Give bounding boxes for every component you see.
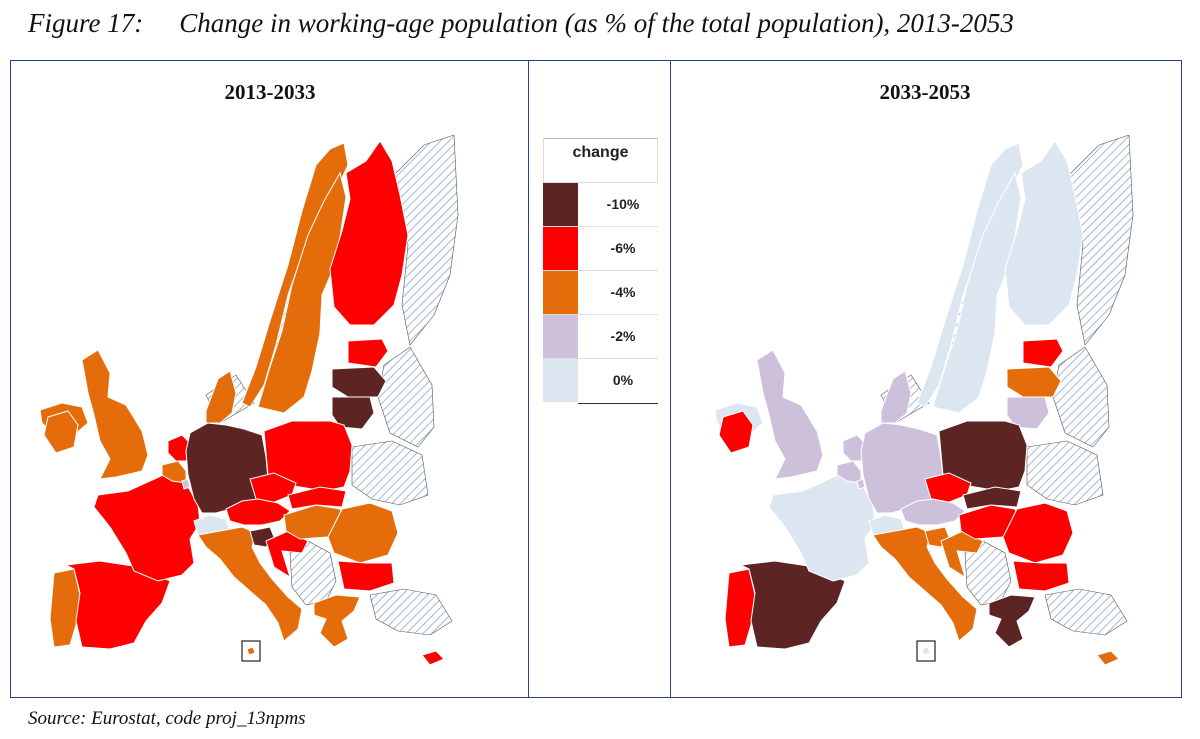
country-united-kingdom — [81, 349, 149, 480]
non-eu-region — [1026, 440, 1104, 506]
country-sweden — [932, 171, 1022, 414]
country-portugal — [49, 568, 81, 648]
non-eu-region — [289, 540, 337, 606]
country-finland — [329, 140, 409, 326]
country-greece — [313, 594, 361, 648]
country-cyprus — [421, 650, 445, 666]
country-slovakia — [287, 486, 347, 510]
figure-number: Figure 17: — [28, 8, 144, 38]
country-portugal — [724, 568, 756, 648]
legend-label: -6% — [610, 240, 636, 256]
country-finland — [1004, 140, 1084, 326]
country-sweden — [257, 171, 347, 414]
panel-title-right: 2033-2053 — [879, 80, 971, 104]
non-eu-region — [377, 346, 435, 448]
country-france — [768, 470, 876, 582]
country-romania — [327, 502, 399, 564]
country-denmark — [880, 370, 912, 424]
source-note: Source: Eurostat, code proj_13npms — [28, 708, 306, 729]
country-romania — [1002, 502, 1074, 564]
legend-label: -2% — [610, 328, 636, 344]
country-bulgaria — [337, 560, 395, 592]
legend-swatch — [543, 315, 578, 358]
country-lithuania — [331, 396, 375, 430]
legend-item: -6% — [543, 226, 658, 270]
non-eu-region — [369, 588, 453, 636]
country-luxembourg — [856, 478, 866, 490]
country-estonia — [347, 338, 389, 368]
country-malta — [246, 646, 256, 656]
non-eu-region — [1052, 346, 1110, 448]
legend-swatch — [543, 271, 578, 314]
legend-label: -10% — [606, 196, 640, 212]
country-ireland — [718, 410, 754, 454]
legend-swatch — [543, 227, 578, 270]
country-latvia — [1006, 366, 1062, 398]
country-lithuania — [1006, 396, 1050, 430]
panel-title-left: 2013-2033 — [224, 80, 316, 104]
non-eu-region — [393, 135, 459, 346]
country-luxembourg — [181, 478, 191, 490]
legend-label: 0% — [612, 372, 634, 388]
legend-swatch — [543, 359, 578, 402]
legend: change -10% -6% -4% -2% 0% — [543, 138, 658, 404]
non-eu-region — [351, 440, 429, 506]
non-eu-region — [1044, 588, 1128, 636]
legend-item: -10% — [543, 182, 658, 226]
country-latvia — [331, 366, 387, 398]
legend-item: -2% — [543, 314, 658, 358]
legend-bottom-rule — [578, 403, 658, 404]
malta-inset-box — [916, 640, 936, 662]
figure-title: Figure 17: Change in working-age populati… — [28, 8, 1014, 39]
country-ireland — [43, 410, 79, 454]
country-greece — [988, 594, 1036, 648]
frame-divider-right — [670, 60, 671, 698]
legend-label: -4% — [610, 284, 636, 300]
frame-divider-left — [528, 60, 529, 698]
country-united-kingdom — [756, 349, 824, 480]
country-france — [93, 470, 201, 582]
country-malta — [921, 646, 931, 656]
non-eu-region — [1068, 135, 1134, 346]
legend-title: change — [543, 138, 658, 182]
malta-inset-box — [241, 640, 261, 662]
country-cyprus — [1096, 650, 1120, 666]
legend-item: 0% — [543, 358, 658, 402]
map-2033-2053 — [714, 135, 1134, 666]
country-estonia — [1022, 338, 1064, 368]
non-eu-region — [964, 540, 1012, 606]
map-2013-2033 — [39, 135, 459, 666]
country-bulgaria — [1012, 560, 1070, 592]
figure-frame — [10, 60, 1182, 698]
country-denmark — [205, 370, 237, 424]
country-slovakia — [962, 486, 1022, 510]
figure-title-text: Change in working-age population (as % o… — [179, 8, 1014, 38]
legend-item: -4% — [543, 270, 658, 314]
legend-swatch — [543, 183, 578, 226]
